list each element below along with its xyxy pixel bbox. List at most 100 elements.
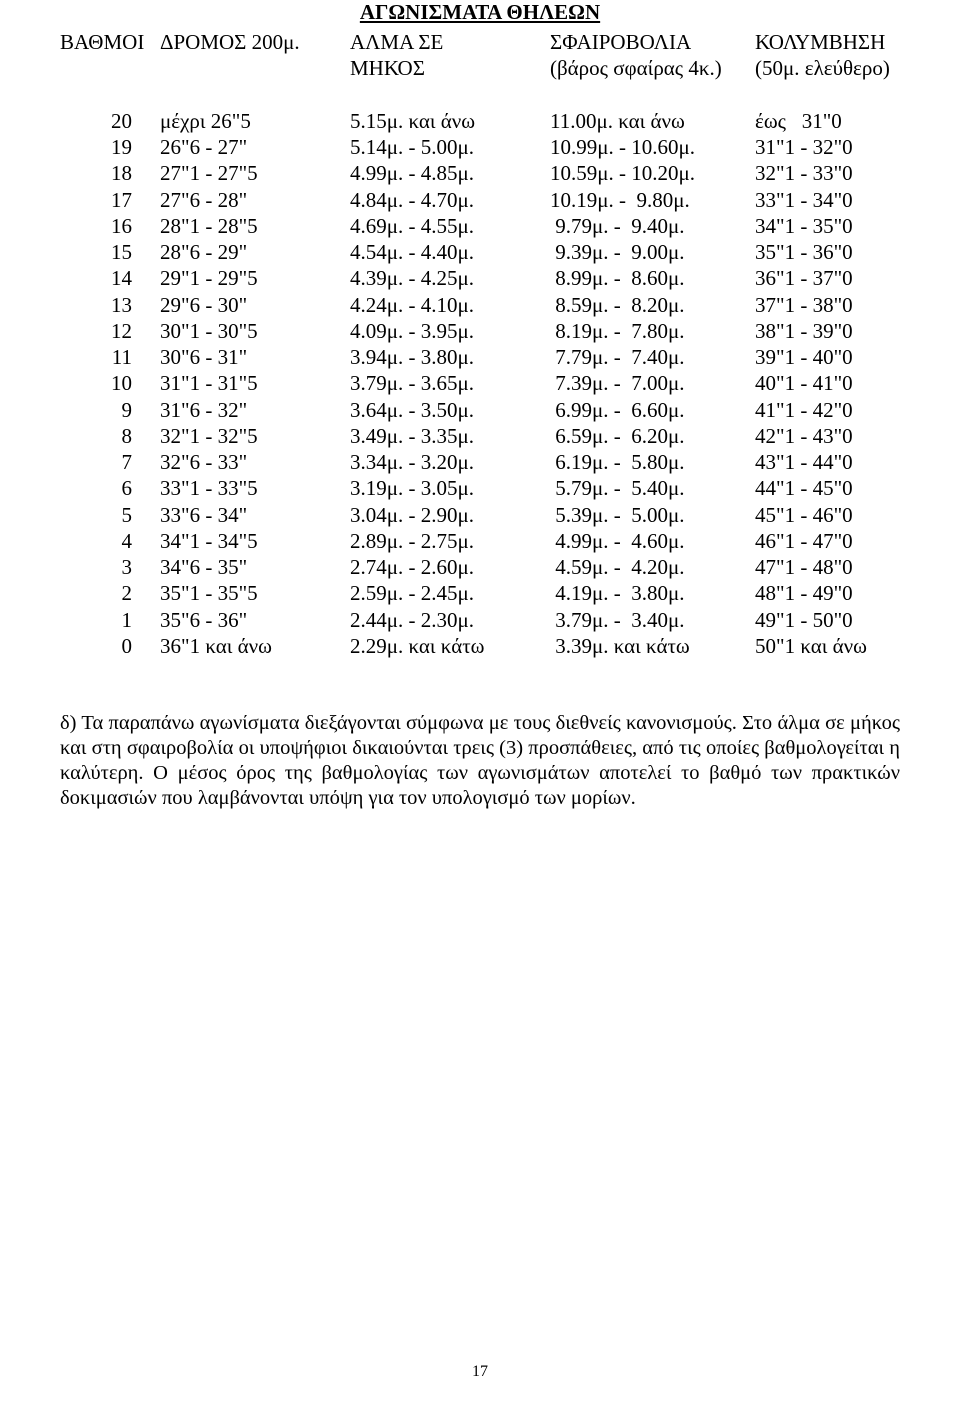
- cell-swim: έως 31"0: [755, 108, 900, 134]
- cell-points: 15: [60, 239, 160, 265]
- cell-longjump: 2.89μ. - 2.75μ.: [350, 528, 550, 554]
- cell-points: 13: [60, 292, 160, 318]
- cell-run200: 27"6 - 28": [160, 187, 350, 213]
- cell-swim: 34"1 - 35"0: [755, 213, 900, 239]
- header-longjump: ΑΛΜΑ ΣΕ: [350, 29, 550, 55]
- cell-swim: 36"1 - 37"0: [755, 265, 900, 291]
- cell-swim: 41"1 - 42"0: [755, 397, 900, 423]
- cell-shotput: 6.99μ. - 6.60μ.: [550, 397, 755, 423]
- cell-run200: 26"6 - 27": [160, 134, 350, 160]
- cell-points: 6: [60, 475, 160, 501]
- cell-points: 3: [60, 554, 160, 580]
- cell-longjump: 2.59μ. - 2.45μ.: [350, 580, 550, 606]
- cell-points: 18: [60, 160, 160, 186]
- cell-shotput: 3.39μ. και κάτω: [550, 633, 755, 659]
- cell-longjump: 3.94μ. - 3.80μ.: [350, 344, 550, 370]
- cell-points: 4: [60, 528, 160, 554]
- cell-shotput: 3.79μ. - 3.40μ.: [550, 607, 755, 633]
- header-run200: ΔΡΟΜΟΣ 200μ.: [160, 29, 350, 55]
- cell-swim: 39"1 - 40"0: [755, 344, 900, 370]
- header-shotput-2: (βάρος σφαίρας 4κ.): [550, 55, 755, 81]
- cell-longjump: 3.64μ. - 3.50μ.: [350, 397, 550, 423]
- page-title: ΑΓΩΝΙΣΜΑΤΑ ΘΗΛΕΩΝ: [60, 0, 900, 25]
- header-blank: [160, 55, 350, 81]
- cell-swim: 32"1 - 33"0: [755, 160, 900, 186]
- cell-shotput: 5.79μ. - 5.40μ.: [550, 475, 755, 501]
- cell-shotput: 5.39μ. - 5.00μ.: [550, 502, 755, 528]
- cell-points: 11: [60, 344, 160, 370]
- cell-swim: 31"1 - 32"0: [755, 134, 900, 160]
- cell-swim: 46"1 - 47"0: [755, 528, 900, 554]
- cell-longjump: 4.84μ. - 4.70μ.: [350, 187, 550, 213]
- spacer: [550, 82, 755, 108]
- cell-longjump: 2.29μ. και κάτω: [350, 633, 550, 659]
- cell-run200: 33"6 - 34": [160, 502, 350, 528]
- spacer: [60, 82, 160, 108]
- spacer: [755, 82, 900, 108]
- cell-swim: 48"1 - 49"0: [755, 580, 900, 606]
- cell-shotput: 8.19μ. - 7.80μ.: [550, 318, 755, 344]
- cell-points: 1: [60, 607, 160, 633]
- cell-run200: 28"6 - 29": [160, 239, 350, 265]
- cell-run200: 29"1 - 29"5: [160, 265, 350, 291]
- cell-swim: 50"1 και άνω: [755, 633, 900, 659]
- cell-points: 8: [60, 423, 160, 449]
- cell-shotput: 10.59μ. - 10.20μ.: [550, 160, 755, 186]
- cell-shotput: 4.99μ. - 4.60μ.: [550, 528, 755, 554]
- cell-shotput: 7.39μ. - 7.00μ.: [550, 370, 755, 396]
- cell-points: 12: [60, 318, 160, 344]
- cell-run200: μέχρι 26"5: [160, 108, 350, 134]
- spacer: [160, 82, 350, 108]
- cell-shotput: 9.79μ. - 9.40μ.: [550, 213, 755, 239]
- cell-points: 16: [60, 213, 160, 239]
- cell-points: 14: [60, 265, 160, 291]
- cell-longjump: 3.79μ. - 3.65μ.: [350, 370, 550, 396]
- cell-points: 19: [60, 134, 160, 160]
- cell-longjump: 3.34μ. - 3.20μ.: [350, 449, 550, 475]
- cell-shotput: 4.59μ. - 4.20μ.: [550, 554, 755, 580]
- cell-run200: 36"1 και άνω: [160, 633, 350, 659]
- cell-swim: 45"1 - 46"0: [755, 502, 900, 528]
- cell-points: 17: [60, 187, 160, 213]
- cell-longjump: 4.09μ. - 3.95μ.: [350, 318, 550, 344]
- cell-run200: 33"1 - 33"5: [160, 475, 350, 501]
- cell-shotput: 10.99μ. - 10.60μ.: [550, 134, 755, 160]
- cell-points: 0: [60, 633, 160, 659]
- header-swim-2: (50μ. ελεύθερο): [755, 55, 900, 81]
- cell-longjump: 2.74μ. - 2.60μ.: [350, 554, 550, 580]
- cell-points: 7: [60, 449, 160, 475]
- cell-longjump: 4.54μ. - 4.40μ.: [350, 239, 550, 265]
- cell-swim: 40"1 - 41"0: [755, 370, 900, 396]
- cell-run200: 34"1 - 34"5: [160, 528, 350, 554]
- cell-shotput: 9.39μ. - 9.00μ.: [550, 239, 755, 265]
- cell-run200: 34"6 - 35": [160, 554, 350, 580]
- header-swim: ΚΟΛΥΜΒΗΣΗ: [755, 29, 900, 55]
- cell-shotput: 10.19μ. - 9.80μ.: [550, 187, 755, 213]
- cell-points: 5: [60, 502, 160, 528]
- explanatory-paragraph: δ) Τα παραπάνω αγωνίσματα διεξάγονται σύ…: [60, 711, 900, 811]
- cell-points: 10: [60, 370, 160, 396]
- cell-longjump: 3.04μ. - 2.90μ.: [350, 502, 550, 528]
- cell-longjump: 4.99μ. - 4.85μ.: [350, 160, 550, 186]
- cell-longjump: 3.49μ. - 3.35μ.: [350, 423, 550, 449]
- cell-run200: 35"1 - 35"5: [160, 580, 350, 606]
- cell-longjump: 5.15μ. και άνω: [350, 108, 550, 134]
- cell-points: 9: [60, 397, 160, 423]
- scoring-table: ΒΑΘΜΟΙ ΔΡΟΜΟΣ 200μ. ΑΛΜΑ ΣΕ ΣΦΑΙΡΟΒΟΛΙΑ …: [60, 29, 900, 659]
- cell-shotput: 4.19μ. - 3.80μ.: [550, 580, 755, 606]
- cell-run200: 32"6 - 33": [160, 449, 350, 475]
- cell-run200: 28"1 - 28"5: [160, 213, 350, 239]
- header-blank: [60, 55, 160, 81]
- cell-swim: 43"1 - 44"0: [755, 449, 900, 475]
- spacer: [350, 82, 550, 108]
- cell-shotput: 6.19μ. - 5.80μ.: [550, 449, 755, 475]
- cell-run200: 30"6 - 31": [160, 344, 350, 370]
- cell-longjump: 3.19μ. - 3.05μ.: [350, 475, 550, 501]
- cell-swim: 44"1 - 45"0: [755, 475, 900, 501]
- cell-points: 2: [60, 580, 160, 606]
- cell-longjump: 5.14μ. - 5.00μ.: [350, 134, 550, 160]
- cell-swim: 38"1 - 39"0: [755, 318, 900, 344]
- cell-run200: 27"1 - 27"5: [160, 160, 350, 186]
- cell-run200: 31"6 - 32": [160, 397, 350, 423]
- cell-run200: 35"6 - 36": [160, 607, 350, 633]
